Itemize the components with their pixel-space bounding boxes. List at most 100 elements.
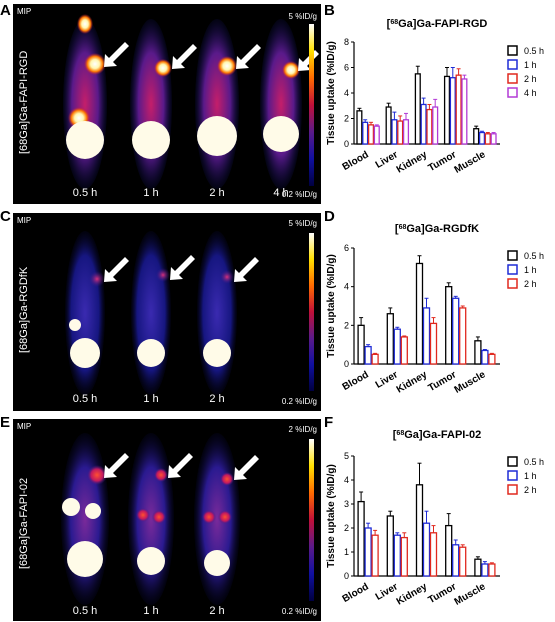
time-label-2: 2 h — [209, 393, 225, 405]
pet-image-rgdfk: MIP [68Ga]Ga-RGDfK 0.5 h 1 h 2 h 5 %ID/g… — [13, 213, 321, 411]
mip-label: MIP — [17, 216, 32, 225]
row-rgdfk: C — [0, 206, 555, 411]
bar — [364, 527, 372, 577]
tracer-label: [68Ga]Ga-RGDfK — [18, 266, 30, 353]
y-tick-label: 2 — [344, 523, 349, 533]
bar — [461, 78, 468, 145]
legend-label: 1 h — [524, 60, 537, 70]
pet-image-fapi-02: MIP [68Ga]Ga-FAPI-02 0.5 h 1 h 2 h 2 %ID… — [13, 419, 321, 621]
bar — [371, 353, 379, 365]
mip-label: MIP — [17, 422, 32, 431]
y-axis-label: Tissue uptake (%ID/g) — [326, 464, 337, 568]
x-tick-label: Kidney — [395, 369, 430, 395]
bar — [488, 563, 496, 577]
mouse-4 — [260, 19, 302, 189]
y-tick-label: 1 — [344, 547, 349, 557]
bar — [362, 121, 369, 145]
x-tick-label: Tumor — [427, 369, 459, 394]
chart-title: [68Ga]Ga-FAPI-RGD — [387, 18, 488, 30]
bar — [386, 313, 394, 365]
x-tick-label: Muscle — [453, 369, 488, 396]
chart-fapi-rgd: [68Ga]Ga-FAPI-RGD Tissue uptake (%ID/g) 0 2… — [322, 0, 552, 205]
bar — [357, 324, 365, 365]
legend-swatch — [507, 45, 518, 56]
bar — [445, 286, 453, 365]
bar — [429, 532, 438, 577]
color-scale-min: 0.2 %ID/g — [281, 397, 317, 406]
bar — [484, 133, 491, 145]
mouse-3 — [197, 231, 237, 395]
bar — [400, 336, 408, 365]
bar-chart: [68Ga]Ga-RGDfK Tissue uptake (%ID/g) 0 2 4 6 B… — [326, 223, 544, 396]
bar — [490, 133, 497, 145]
legend-swatch — [507, 278, 518, 289]
bar — [459, 307, 467, 365]
mip-label: MIP — [17, 7, 32, 16]
tracer-label: [68Ga]Ga-FAPI-02 — [18, 477, 30, 569]
mouse-1 — [65, 231, 105, 395]
y-axis-label: Tissue uptake (%ID/g) — [326, 41, 337, 145]
bar — [385, 106, 392, 145]
legend-label: 4 h — [524, 88, 537, 98]
time-label-0: 0.5 h — [72, 605, 98, 617]
bar — [414, 73, 421, 145]
mouse-2 — [130, 19, 172, 189]
x-tick-label: Blood — [341, 369, 371, 393]
bar — [415, 484, 424, 577]
y-tick-label: 4 — [344, 88, 349, 98]
y-tick-label: 2 — [344, 320, 349, 330]
pet-image-fapi-rgd: MIP [68Ga]Ga-FAPI-RGD 0.5 h 1 h 2 h 4 h … — [13, 4, 321, 204]
time-label-1: 1 h — [143, 605, 159, 617]
y-tick-label: 4 — [344, 282, 349, 292]
divider — [0, 206, 555, 209]
y-tick-label: 8 — [344, 37, 349, 47]
legend-label: 2 h — [524, 279, 537, 289]
color-scale-bar — [309, 233, 314, 391]
time-label-3: 4 h — [273, 187, 289, 199]
bar — [422, 522, 431, 577]
x-tick-label: Tumor — [427, 581, 459, 606]
x-tick-label: Muscle — [453, 149, 488, 176]
y-tick-label: 4 — [344, 475, 349, 485]
panel-label-f: F — [324, 414, 334, 431]
bar — [429, 322, 438, 365]
legend-swatch — [507, 484, 518, 495]
bar — [357, 500, 365, 577]
bar — [356, 110, 363, 145]
x-tick-label: Kidney — [395, 149, 430, 175]
bar — [393, 328, 401, 365]
y-tick-label: 5 — [344, 451, 349, 461]
bar — [474, 340, 482, 365]
bar — [364, 345, 372, 365]
bar — [459, 546, 467, 577]
bar — [397, 120, 404, 145]
y-tick-label: 6 — [344, 63, 349, 73]
bar — [371, 534, 379, 577]
y-tick-label: 3 — [344, 499, 349, 509]
bar — [393, 534, 401, 577]
pet-mice-scan — [63, 14, 319, 189]
legend-label: 0.5 h — [524, 251, 544, 261]
bar — [386, 515, 394, 577]
color-scale-bar — [309, 24, 314, 186]
chart-rgdfk: [68Ga]Ga-RGDfK Tissue uptake (%ID/g) 0 2 4 6 B… — [322, 206, 552, 411]
row-fapi-02: E — [0, 412, 555, 622]
tracer-label: [68Ga]Ga-FAPI-RGD — [18, 50, 30, 154]
bar — [478, 131, 486, 145]
color-scale-bar — [309, 439, 314, 601]
mouse-3 — [195, 19, 239, 189]
color-scale-max: 5 %ID/g — [288, 219, 317, 228]
y-tick-label: 0 — [344, 139, 349, 149]
bar — [449, 77, 456, 145]
legend-swatch — [507, 456, 518, 467]
time-label-2: 2 h — [209, 187, 225, 199]
chart-title: [68Ga]Ga-RGDfK — [395, 223, 479, 235]
pet-mice-scan — [61, 433, 259, 605]
legend-label: 0.5 h — [524, 457, 544, 467]
tumor-arrows — [104, 255, 259, 282]
bar — [452, 544, 460, 577]
legend-label: 2 h — [524, 485, 537, 495]
color-scale-max: 5 %ID/g — [288, 12, 317, 21]
x-tick-label: Blood — [341, 149, 371, 173]
panel-label-c: C — [0, 208, 11, 225]
